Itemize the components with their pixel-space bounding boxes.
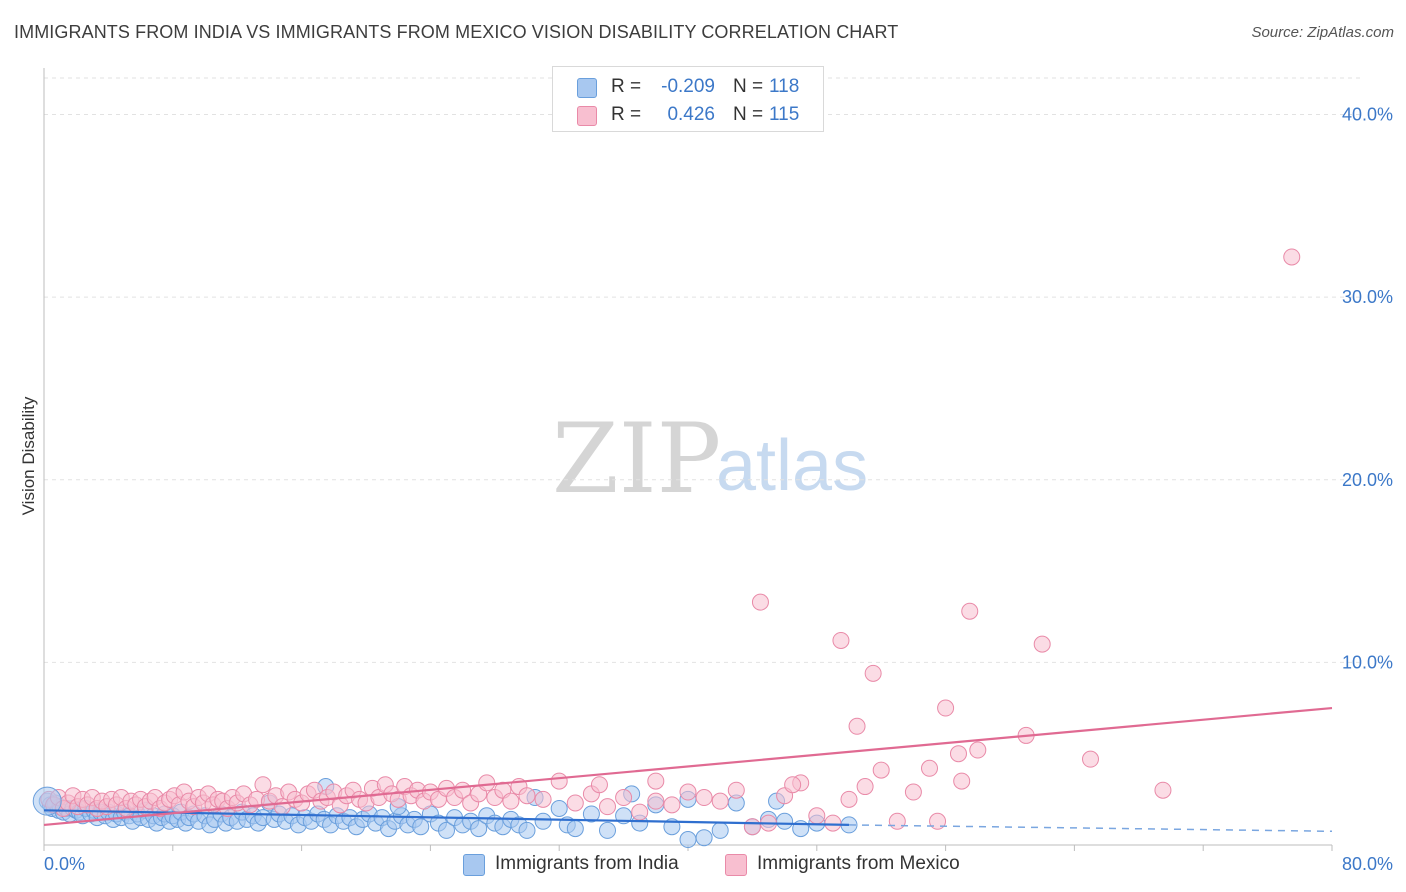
mexico-point	[478, 774, 496, 792]
india-swatch	[577, 78, 597, 98]
mexico-point	[929, 812, 947, 830]
india-n-label: N =	[733, 76, 764, 97]
india-point	[776, 812, 794, 830]
mexico-point	[937, 699, 955, 717]
india-point	[711, 821, 729, 839]
india-point	[534, 812, 552, 830]
mexico-point	[872, 761, 890, 779]
india-point	[518, 821, 536, 839]
mexico-trend-line	[43, 706, 1333, 827]
watermark-zip: ZIP	[552, 403, 721, 515]
mexico-point	[961, 602, 979, 620]
india-point	[582, 805, 600, 823]
mexico-point	[727, 781, 745, 799]
mexico-point	[751, 593, 769, 611]
mexico-point	[254, 776, 272, 794]
mexico-point	[864, 664, 882, 682]
india-point	[566, 820, 584, 838]
series-legend: Immigrants from India Immigrants from Me…	[0, 852, 1406, 878]
india-r-value: -0.209	[661, 76, 715, 97]
india-trend-extension	[848, 824, 1333, 833]
mexico-point	[921, 759, 938, 777]
mexico-point	[969, 741, 987, 759]
mexico-point	[1082, 750, 1099, 768]
mexico-point	[1283, 248, 1301, 266]
mexico-point	[599, 798, 616, 816]
india-point	[599, 821, 616, 839]
mexico-point	[808, 807, 826, 825]
mexico-point	[856, 778, 874, 796]
mexico-point	[949, 745, 967, 763]
mexico-point	[695, 789, 713, 807]
india-point	[550, 799, 568, 817]
india-point	[438, 821, 455, 839]
india-legend-swatch	[463, 854, 485, 876]
mexico-point	[953, 772, 971, 790]
watermark-atlas: atlas	[716, 426, 868, 506]
mexico-r-label: R =	[611, 104, 642, 125]
chart-title: IMMIGRANTS FROM INDIA VS IMMIGRANTS FROM…	[14, 22, 899, 42]
india-cluster-point	[32, 786, 62, 816]
mexico-legend-swatch	[725, 854, 747, 876]
mexico-point	[743, 818, 761, 836]
mexico-n-label: N =	[733, 104, 764, 125]
mexico-point	[663, 796, 681, 814]
mexico-point	[711, 792, 729, 810]
mexico-point	[888, 812, 906, 830]
trend-lines	[43, 706, 1333, 833]
y-axis-label: Vision Disability	[19, 396, 38, 515]
mexico-point	[615, 789, 633, 807]
india-n-value: 118	[769, 76, 800, 97]
mexico-point	[534, 790, 552, 808]
mexico-point	[566, 794, 584, 812]
watermark: ZIP atlas	[552, 403, 868, 515]
data-points	[32, 248, 1301, 849]
correlation-legend: R = -0.209 N = 118 R = 0.426 N = 115	[552, 66, 824, 132]
y-tick-label: 40.0%	[1342, 105, 1393, 125]
x-tick-label: 0.0%	[44, 854, 85, 874]
india-legend-label: Immigrants from India	[495, 853, 679, 874]
india-point	[412, 818, 430, 836]
mexico-point	[679, 783, 697, 801]
india-point	[695, 829, 713, 847]
gridlines	[44, 77, 1362, 663]
source-credit: Source: ZipAtlas.com	[1251, 24, 1394, 41]
india-point	[470, 820, 488, 838]
y-tick-label: 10.0%	[1342, 652, 1393, 672]
legend-row-mexico: R = 0.426 N = 115	[553, 101, 823, 129]
mexico-point	[502, 792, 520, 810]
mexico-points	[40, 248, 1301, 836]
mexico-point	[840, 790, 858, 808]
legend-row-india: R = -0.209 N = 118	[553, 73, 823, 101]
mexico-n-value: 115	[769, 104, 800, 125]
mexico-point	[784, 776, 802, 794]
mexico-point	[824, 814, 842, 832]
y-tick-label: 30.0%	[1342, 287, 1393, 307]
mexico-r-value: 0.426	[667, 104, 715, 125]
mexico-swatch	[577, 106, 597, 126]
india-point	[679, 831, 697, 849]
mexico-point	[647, 772, 665, 790]
y-tick-labels: 10.0% 20.0% 30.0% 40.0%	[1342, 105, 1393, 673]
mexico-legend-label: Immigrants from Mexico	[757, 853, 960, 874]
mexico-point	[550, 772, 568, 790]
mexico-point	[631, 803, 649, 821]
x-tick-label: 80.0%	[1342, 854, 1393, 874]
mexico-point	[590, 776, 608, 794]
y-tick-label: 20.0%	[1342, 470, 1393, 490]
mexico-point	[647, 792, 665, 810]
mexico-point	[1033, 635, 1051, 653]
mexico-point	[904, 783, 922, 801]
mexico-point	[518, 787, 536, 805]
india-r-label: R =	[611, 76, 642, 97]
x-tick-labels: 0.0% 80.0%	[44, 854, 1393, 874]
mexico-point	[832, 631, 850, 649]
mexico-point	[848, 717, 866, 735]
mexico-point	[1154, 781, 1172, 799]
